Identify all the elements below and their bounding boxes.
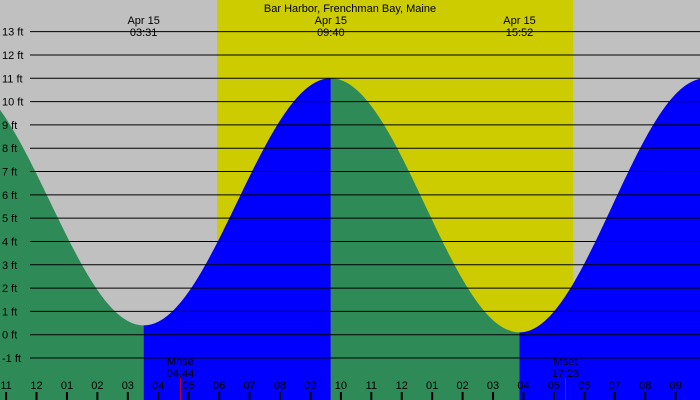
x-tick-label: 01 xyxy=(426,380,438,392)
extreme-date-label: Apr 15 xyxy=(315,15,347,27)
y-tick-label: -1 ft xyxy=(2,353,21,365)
x-tick-label: 02 xyxy=(91,380,103,392)
y-tick-label: 10 ft xyxy=(2,97,23,109)
moon-event-label: Mset xyxy=(554,356,578,368)
x-tick-label: 07 xyxy=(243,380,255,392)
y-tick-label: 1 ft xyxy=(2,306,17,318)
x-tick-label: 09 xyxy=(670,380,682,392)
y-tick-label: 12 ft xyxy=(2,50,23,62)
extreme-time-label: 15:52 xyxy=(506,27,534,39)
rising-tide-area-1 xyxy=(143,78,331,400)
gridlines xyxy=(30,31,700,359)
y-tick-label: 3 ft xyxy=(2,260,17,272)
x-tick-label: 02 xyxy=(456,380,468,392)
extreme-date-label: Apr 15 xyxy=(127,15,159,27)
extreme-time-label: 03:31 xyxy=(130,27,158,39)
y-tick-label: 0 ft xyxy=(2,330,17,342)
y-tick-label: 9 ft xyxy=(2,120,17,132)
tide-areas xyxy=(0,78,700,400)
extreme-date-label: Apr 15 xyxy=(503,15,535,27)
y-tick-label: 5 ft xyxy=(2,213,17,225)
x-tick-label: 11 xyxy=(366,380,377,392)
y-tick-labels: -1 ft 0 ft 1 ft 2 ft 3 ft 4 ft 5 ft 6 ft 7 ft 8 f… xyxy=(2,27,23,365)
x-tick-label: 05 xyxy=(183,380,195,392)
extreme-time-label: 09:40 xyxy=(317,27,345,39)
falling-tide-area-2 xyxy=(330,78,520,400)
x-tick-labels: 11 12 01 02 03 04 05 06 07 08 09 10 11 12 01 02 03 04 05 06… xyxy=(0,380,682,400)
x-tick-label: 07 xyxy=(609,380,621,392)
falling-tide-area-0 xyxy=(0,109,144,400)
y-tick-label: 2 ft xyxy=(2,283,17,295)
x-tick-label: 12 xyxy=(396,380,408,392)
x-tick-label: 10 xyxy=(335,380,347,392)
y-tick-label: 11 ft xyxy=(2,73,23,85)
y-tick-label: 6 ft xyxy=(2,190,17,202)
x-tick-label: 01 xyxy=(61,380,73,392)
x-tick-label: 09 xyxy=(304,380,316,392)
x-tick-label: 11 xyxy=(0,380,11,392)
y-tick-label: 13 ft xyxy=(2,27,23,39)
x-tick-label: 06 xyxy=(578,380,590,392)
x-tick-label: 04 xyxy=(152,380,164,392)
x-tick-label: 04 xyxy=(517,380,529,392)
x-tick-label: 08 xyxy=(274,380,286,392)
rising-tide-area-3 xyxy=(519,78,700,400)
y-tick-label: 8 ft xyxy=(2,143,17,155)
moon-event-time: 17:23 xyxy=(552,368,580,380)
moon-event-time: 04:44 xyxy=(167,368,195,380)
x-tick-label: 12 xyxy=(30,380,42,392)
x-tick-label: 03 xyxy=(122,380,134,392)
y-tick-label: 7 ft xyxy=(2,167,17,179)
x-tick-label: 05 xyxy=(548,380,560,392)
x-tick-label: 03 xyxy=(487,380,499,392)
moon-event-label: Mrise xyxy=(167,356,194,368)
y-tick-label: 4 ft xyxy=(2,236,17,248)
x-tick-label: 08 xyxy=(639,380,651,392)
chart-title: Bar Harbor, Frenchman Bay, Maine xyxy=(264,3,436,15)
x-tick-label: 06 xyxy=(213,380,225,392)
